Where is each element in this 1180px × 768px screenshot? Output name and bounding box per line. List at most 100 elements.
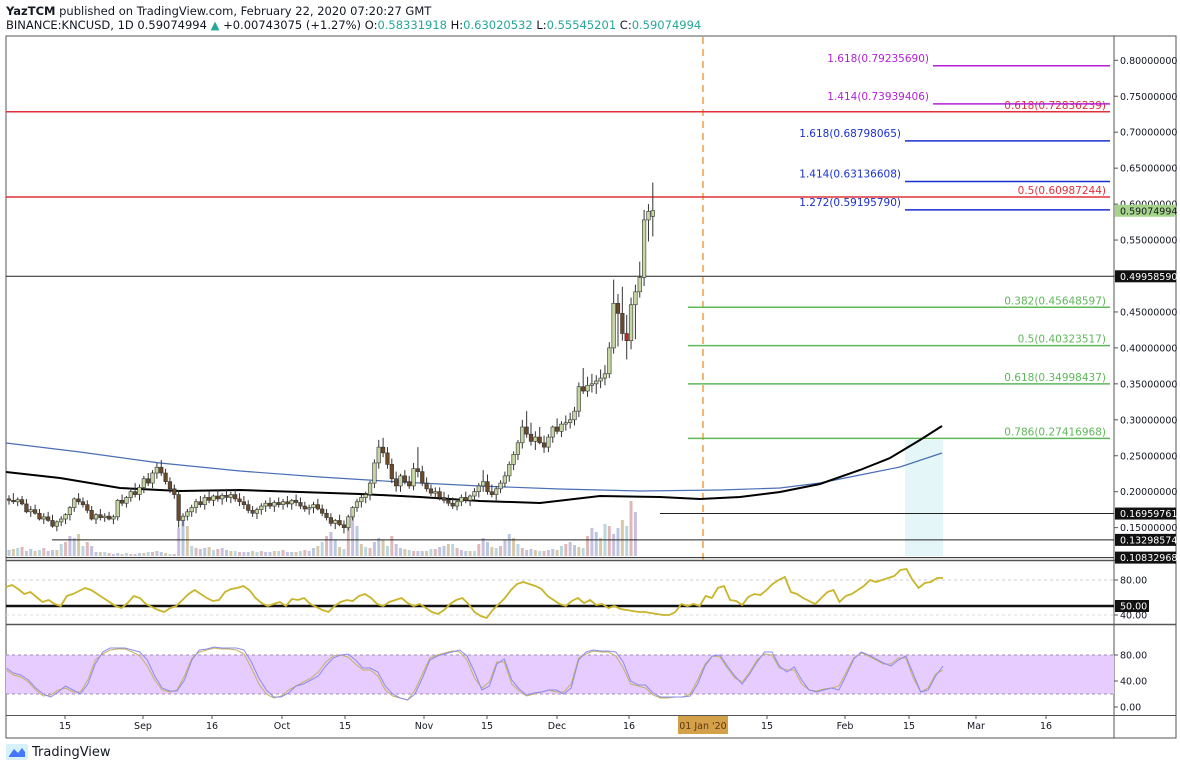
- candle-body: [215, 495, 220, 500]
- volume-bar: [264, 552, 268, 556]
- candle-body: [641, 219, 647, 278]
- candle-body: [293, 500, 299, 503]
- volume-bar: [159, 552, 163, 556]
- candle-body: [298, 502, 303, 507]
- volume-bar: [599, 538, 603, 556]
- footer-brand[interactable]: TradingView: [6, 742, 111, 762]
- rsi-axis-label: 40.00: [1120, 611, 1147, 622]
- volume-bar: [11, 549, 15, 556]
- volume-bar: [233, 551, 237, 556]
- candle-body: [128, 491, 133, 498]
- candle-body: [607, 347, 612, 375]
- candle-body: [54, 521, 59, 527]
- candle-body: [24, 503, 29, 513]
- candle-body: [185, 511, 190, 517]
- candle-body: [398, 475, 403, 487]
- volume-bar: [516, 544, 520, 556]
- candle-body: [198, 501, 203, 505]
- stoch-band-fill: [6, 655, 1114, 694]
- volume-bar: [294, 552, 298, 556]
- candle-body: [302, 505, 307, 510]
- stoch-axis-label: 40.00: [1120, 677, 1147, 688]
- volume-bar: [64, 542, 68, 556]
- candle-body: [237, 498, 242, 503]
- volume-bar: [329, 532, 333, 556]
- candle-body: [93, 514, 99, 520]
- volume-bar: [390, 536, 394, 556]
- candle-body: [624, 333, 629, 342]
- volume-bar: [364, 547, 368, 556]
- volume-bar: [238, 552, 242, 556]
- volume-bar: [138, 553, 141, 556]
- candle-body: [115, 500, 120, 518]
- candle-body: [554, 426, 560, 432]
- candle-body: [446, 500, 451, 504]
- volume-bar: [538, 551, 542, 556]
- volume-bar: [90, 546, 94, 556]
- price-label-text: 0.13298574: [1120, 535, 1177, 546]
- candle-body: [346, 516, 351, 528]
- volume-bar: [607, 526, 611, 556]
- candle-body: [59, 518, 64, 523]
- volume-bar: [116, 553, 120, 556]
- candle-body: [524, 426, 529, 435]
- candle-body: [385, 452, 390, 465]
- candle-body: [472, 491, 477, 497]
- candle-body: [137, 487, 142, 495]
- price-axis: 0.80000000 0.75000000 0.70000000 0.65000000…: [1114, 56, 1177, 714]
- volume-bar: [303, 550, 307, 556]
- volume-bar: [342, 549, 346, 556]
- candle-body: [102, 515, 107, 518]
- stoch-k-line: [5, 646, 944, 701]
- time-label: Dec: [548, 721, 566, 732]
- candle-body: [193, 501, 199, 508]
- volume-bar: [416, 551, 420, 556]
- candle-body: [363, 494, 368, 498]
- candle-body: [568, 419, 573, 423]
- volume-bar: [407, 550, 411, 556]
- volume-bar: [198, 549, 202, 556]
- volume-bar: [146, 552, 150, 556]
- stoch-axis-label: 0.00: [1120, 703, 1141, 714]
- price-label-badge: [1115, 533, 1176, 546]
- candle-body: [646, 210, 651, 221]
- candle-body: [402, 475, 407, 482]
- candle-body: [146, 478, 151, 484]
- volume-bar: [72, 538, 76, 556]
- volume-bar: [229, 551, 233, 556]
- fib-levels: 0.618(0.72836239) 0.5(0.60987244) 1.618(0.…: [6, 37, 1114, 560]
- candle-body: [328, 517, 334, 524]
- candle-body: [228, 494, 233, 498]
- volume-bar: [490, 547, 494, 556]
- candle-body: [172, 488, 177, 495]
- stoch-rsi-indicator: [5, 646, 944, 701]
- time-label: Mar: [967, 721, 985, 732]
- volume-bar: [446, 544, 450, 556]
- volume-bar: [68, 536, 72, 556]
- stoch-band: [6, 654, 1114, 695]
- volume-bar: [59, 544, 63, 556]
- price-label-badge: [1115, 507, 1176, 520]
- volume-bar: [133, 554, 137, 556]
- fib-level-label: 0.618(0.72836239): [1004, 100, 1106, 112]
- axis-label: 0.70000000: [1120, 128, 1177, 139]
- candle-body: [89, 510, 94, 520]
- volume-bar: [181, 516, 185, 556]
- volume-bar: [451, 544, 455, 556]
- candle-body: [350, 507, 355, 518]
- published-text: published on TradingView.com, February 2…: [55, 4, 432, 18]
- fib-level-label: 0.5(0.40323517): [1018, 334, 1106, 346]
- fib-level-label: 1.414(0.63136608): [799, 169, 901, 181]
- price-chart[interactable]: 0.618(0.72836239) 0.5(0.60987244) 1.618(0.…: [0, 0, 1180, 740]
- volume-bar: [316, 546, 320, 556]
- volume-bar: [33, 551, 37, 556]
- low-value: 0.55545201: [546, 18, 617, 32]
- last-price-text: 0.59074994: [1120, 206, 1177, 217]
- fib-level-label: 1.618(0.79235690): [827, 53, 929, 65]
- symbol-info: BINANCE:KNCUSD, 1D 0.59074994 ▲ +0.00743…: [6, 18, 701, 32]
- volume-bar: [442, 546, 446, 556]
- symbol: BINANCE:KNCUSD, 1D: [6, 18, 134, 32]
- candle-body: [285, 501, 290, 505]
- candle-body: [267, 502, 273, 507]
- candle-body: [11, 500, 16, 503]
